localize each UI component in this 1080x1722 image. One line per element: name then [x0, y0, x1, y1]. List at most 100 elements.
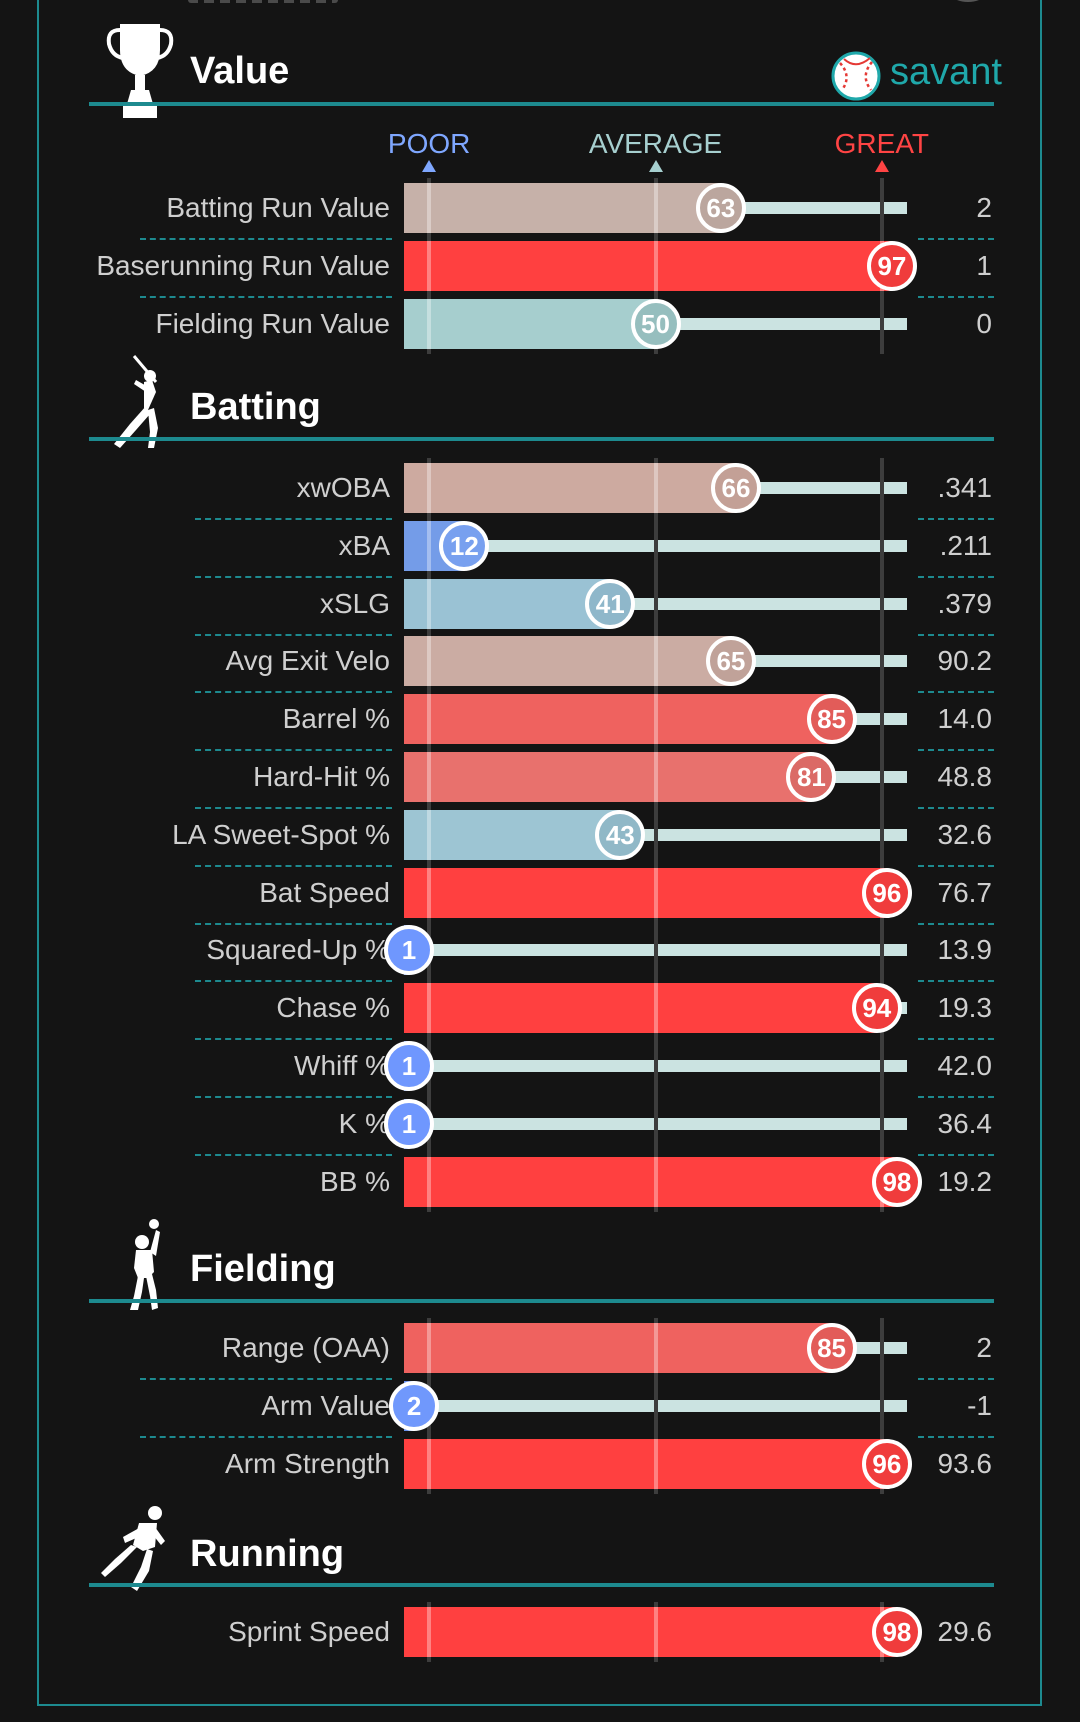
metric-row: xBA 12 .211 — [0, 516, 1080, 579]
metric-row: Avg Exit Velo 65 90.2 — [0, 631, 1080, 694]
legend-label-poor: POOR — [387, 128, 471, 159]
percentile-badge: 96 — [861, 1439, 912, 1489]
percentile-bar — [404, 983, 877, 1033]
section-title-batting: Batting — [190, 386, 321, 428]
metric-label: xBA — [338, 530, 390, 561]
row-separator — [918, 865, 994, 867]
legend-marker-great — [874, 160, 889, 172]
reference-line — [653, 574, 658, 634]
row-separator — [195, 923, 392, 925]
reference-line-highlight — [427, 636, 432, 686]
metric-label: LA Sweet-Spot % — [172, 819, 390, 850]
percentile-badge: 85 — [806, 1323, 857, 1373]
row-separator — [195, 1096, 392, 1098]
reference-line — [879, 294, 884, 354]
row-separator — [195, 749, 392, 751]
reference-line-highlight — [427, 1439, 432, 1489]
reference-line-highlight — [427, 299, 432, 349]
percentile-badge: 98 — [871, 1157, 922, 1207]
metric-value: .211 — [939, 530, 992, 561]
metric-label: Fielding Run Value — [155, 308, 390, 339]
row-separator — [195, 980, 392, 982]
metric-label: K % — [338, 1108, 390, 1139]
row-separator — [140, 238, 392, 240]
reference-line-highlight — [653, 463, 658, 513]
row-separator — [918, 1436, 994, 1438]
trophy-icon — [105, 20, 175, 125]
metric-value: 42.0 — [937, 1050, 993, 1081]
metric-row: Arm Value 2 -1 — [0, 1376, 1080, 1439]
reference-line — [879, 1036, 884, 1096]
metric-row: Batting Run Value 63 2 — [0, 178, 1080, 241]
row-separator — [140, 296, 392, 298]
reference-line — [879, 1376, 884, 1436]
section-rule-fielding — [89, 1299, 994, 1303]
reference-line — [879, 631, 884, 691]
row-separator — [918, 634, 994, 636]
metric-label: Chase % — [276, 992, 390, 1023]
percentile-badge: 1 — [384, 1041, 435, 1091]
metric-label: Bat Speed — [259, 877, 390, 908]
row-separator — [918, 296, 994, 298]
percentile-bar — [404, 579, 611, 629]
reference-line — [879, 516, 884, 576]
row-separator — [918, 749, 994, 751]
row-separator — [195, 576, 392, 578]
percentile-bar — [404, 299, 656, 349]
percentile-badge: 97 — [866, 241, 917, 291]
row-separator — [195, 807, 392, 809]
percentile-bar — [404, 810, 621, 860]
percentile-bar — [404, 1157, 897, 1207]
metric-label: Baserunning Run Value — [96, 250, 390, 281]
reference-line — [653, 920, 658, 980]
reference-line-highlight — [427, 183, 432, 233]
card-frame — [37, 0, 1042, 1706]
reference-line — [879, 805, 884, 865]
reference-line — [879, 920, 884, 980]
metric-value: -1 — [967, 1390, 992, 1421]
row-separator — [195, 518, 392, 520]
metric-label: Range (OAA) — [221, 1332, 390, 1363]
metric-row: Baserunning Run Value 97 1 — [0, 236, 1080, 299]
metric-value: .379 — [937, 588, 993, 619]
percentile-badge: 41 — [585, 579, 636, 629]
section-title-value: Value — [190, 50, 290, 92]
metric-row: K % 1 36.4 — [0, 1094, 1080, 1157]
batter-icon — [100, 352, 170, 457]
row-separator — [918, 923, 994, 925]
metric-label: Squared-Up % — [206, 934, 390, 965]
cropped-header-remnant — [188, 0, 338, 3]
section-title-fielding: Fielding — [190, 1248, 336, 1290]
percentile-badge: 50 — [630, 299, 681, 349]
reference-line-highlight — [653, 1157, 658, 1207]
metric-value: 0 — [976, 308, 992, 339]
legend-marker-average — [648, 160, 663, 172]
percentile-badge: 81 — [786, 752, 837, 802]
savant-logo-text: savant — [890, 51, 1002, 93]
reference-line-highlight — [427, 868, 432, 918]
reference-line — [653, 1376, 658, 1436]
percentile-badge: 65 — [705, 636, 756, 686]
percentile-bar — [404, 752, 812, 802]
reference-line-highlight — [653, 241, 658, 291]
row-separator — [918, 807, 994, 809]
metric-label: BB % — [319, 1166, 390, 1197]
row-separator — [195, 634, 392, 636]
percentile-badge: 12 — [439, 521, 490, 571]
percentile-bar — [404, 463, 736, 513]
metric-value: 93.6 — [937, 1448, 993, 1479]
reference-line-highlight — [427, 241, 432, 291]
metric-value: 19.3 — [937, 992, 993, 1023]
row-separator — [195, 1154, 392, 1156]
percentile-bar — [404, 636, 731, 686]
percentile-badge: 96 — [861, 868, 912, 918]
reference-line — [653, 805, 658, 865]
percentile-badge: 85 — [806, 694, 857, 744]
metric-label: Barrel % — [282, 703, 390, 734]
row-separator — [140, 1436, 392, 1438]
metric-value: 90.2 — [937, 645, 993, 676]
percentile-badge: 1 — [384, 1099, 435, 1149]
row-separator — [918, 238, 994, 240]
reference-line — [653, 1094, 658, 1154]
percentile-badge: 94 — [851, 983, 902, 1033]
